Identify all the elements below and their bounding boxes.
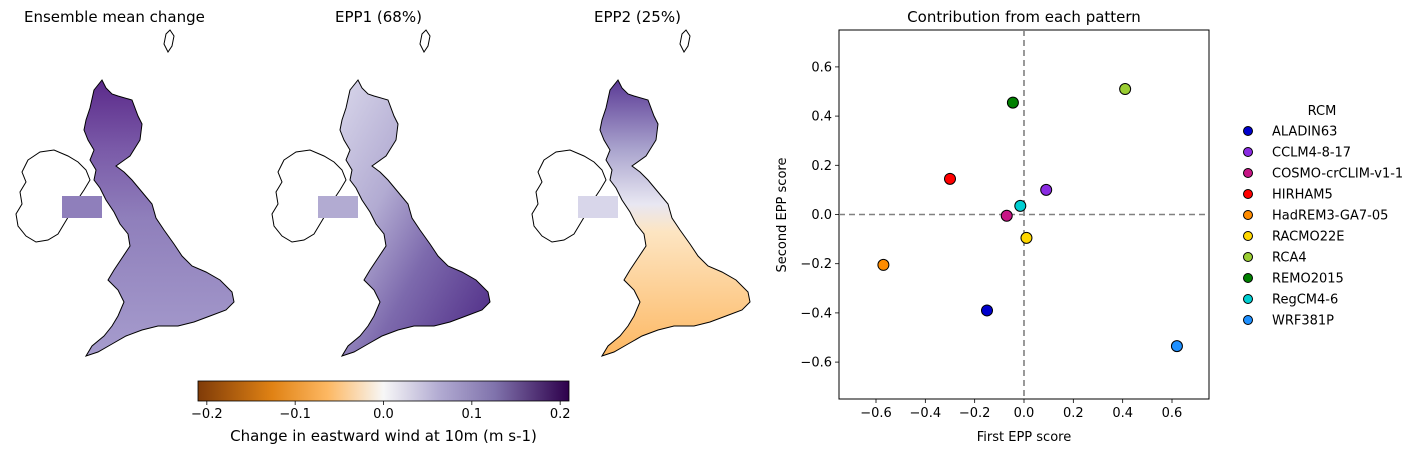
y-tick-label: 0.6 [811, 60, 832, 75]
map-title-epp2: EPP2 (25%) [594, 8, 681, 26]
map-title-ensemble-mean: Ensemble mean change [24, 8, 205, 26]
colorbar-tick-label: 0.2 [550, 407, 571, 422]
point-hadrem3-ga7-05 [877, 258, 890, 271]
point-cclm4-8-17 [1040, 183, 1053, 196]
y-tick-label: 0.4 [811, 110, 832, 125]
point-hirham5 [944, 172, 956, 185]
x-tick-label: 0.2 [1063, 406, 1084, 421]
legend-marker [1243, 189, 1253, 199]
legend-label: RegCM4-6 [1272, 293, 1338, 308]
legend-label: COSMO-crCLIM-v1-1 [1272, 167, 1403, 182]
x-tick-label: −0.2 [959, 406, 991, 421]
legend-label: RACMO22E [1272, 230, 1344, 245]
y-axis-label: Second EPP score [775, 158, 790, 273]
colorbar-tick-label: −0.2 [191, 407, 223, 422]
legend-marker [1243, 210, 1253, 220]
legend-label: RCA4 [1272, 251, 1307, 266]
map-title-epp1: EPP1 (68%) [335, 8, 422, 26]
point-remo2015 [1006, 96, 1019, 109]
legend-marker [1243, 273, 1253, 283]
x-tick-label: 0.4 [1112, 406, 1133, 421]
point-wrf381p [1170, 340, 1183, 353]
colorbar-ticks: −0.2 −0.1 0.0 0.1 0.2 [191, 401, 571, 422]
legend-marker [1243, 147, 1253, 157]
point-rca4 [1119, 83, 1132, 96]
data-points [877, 83, 1183, 353]
chart-title: Contribution from each pattern [907, 8, 1141, 26]
colorbar-tick-label: 0.0 [373, 407, 394, 422]
legend: RCM ALADIN63 CCLM4-8-17 COSMO-crCLIM-v1-1 H… [1243, 104, 1403, 329]
point-cosmo-crclim-v1-1 [1000, 209, 1013, 222]
colorbar-tick-label: −0.1 [279, 407, 311, 422]
reference-lines [839, 30, 1209, 399]
y-tick-label: −0.6 [800, 356, 832, 371]
legend-label: ALADIN63 [1272, 125, 1337, 140]
x-tick-label: 0.6 [1162, 406, 1183, 421]
x-tick-label: 0.0 [1014, 406, 1035, 421]
y-axis-ticks: −0.6 −0.4 −0.2 0.0 0.2 0.4 0.6 [800, 60, 839, 371]
y-tick-label: −0.2 [800, 257, 832, 272]
legend-marker [1243, 231, 1253, 241]
map-ensemble-mean [15, 29, 235, 357]
point-aladin63 [981, 304, 993, 317]
x-axis-ticks: −0.6 −0.4 −0.2 0.0 0.2 0.4 0.6 [860, 399, 1182, 421]
point-racmo22e [1020, 231, 1033, 244]
legend-label: HadREM3-GA7-05 [1272, 209, 1388, 224]
x-axis-label: First EPP score [977, 430, 1071, 445]
legend-marker [1243, 315, 1253, 325]
legend-title: RCM [1308, 104, 1337, 119]
map-epp1 [271, 29, 491, 357]
y-tick-label: 0.0 [811, 208, 832, 223]
map-epp2 [531, 29, 751, 357]
legend-marker [1243, 168, 1253, 178]
x-tick-label: −0.4 [910, 406, 942, 421]
x-tick-label: −0.6 [860, 406, 892, 421]
legend-marker [1243, 126, 1253, 136]
legend-label: HIRHAM5 [1272, 188, 1333, 203]
point-regcm4-6 [1014, 199, 1027, 212]
colorbar-label: Change in eastward wind at 10m (m s-1) [230, 427, 537, 445]
legend-marker [1243, 294, 1253, 304]
legend-marker [1243, 252, 1253, 262]
legend-label: CCLM4-8-17 [1272, 146, 1351, 161]
colorbar-tick-label: 0.1 [461, 407, 482, 422]
y-tick-label: 0.2 [811, 159, 832, 174]
legend-label: WRF381P [1272, 314, 1334, 329]
legend-label: REMO2015 [1272, 272, 1344, 287]
y-tick-label: −0.4 [800, 306, 832, 321]
